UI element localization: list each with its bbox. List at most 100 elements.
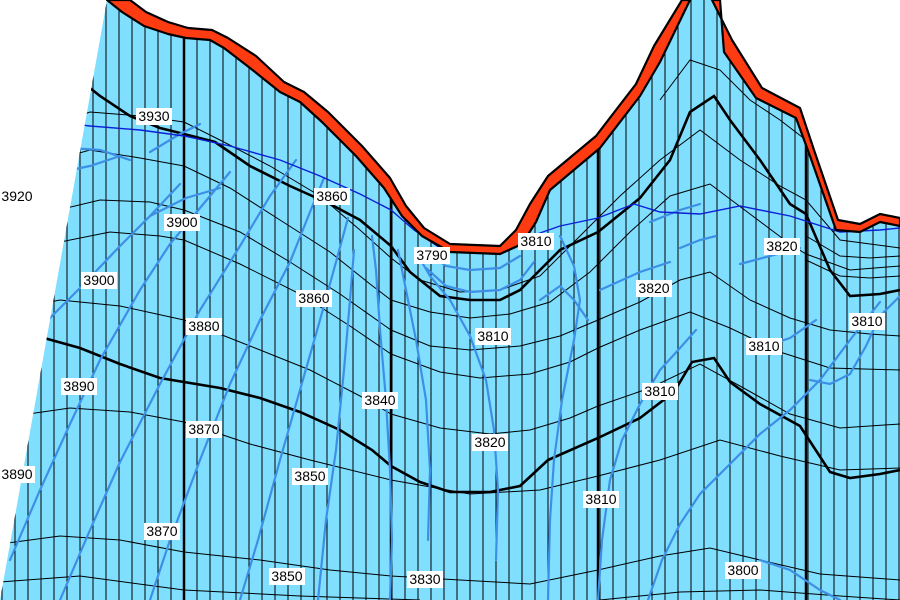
contour-label-box	[472, 434, 508, 451]
contour-label-text: 3810	[585, 491, 616, 507]
contour-label: 3820	[472, 434, 508, 451]
contour-label: 3870	[144, 523, 180, 540]
contour-label: 3890	[61, 378, 97, 395]
flow-line	[646, 300, 882, 600]
contour-label-box	[583, 491, 619, 508]
contour-label: 3860	[296, 290, 332, 307]
contour-label-text: 3850	[271, 568, 302, 584]
contour-label-text: 3810	[477, 328, 508, 344]
contour-line	[0, 199, 900, 351]
contour-label-text: 3900	[166, 214, 197, 230]
flow-line	[414, 250, 500, 562]
flow-line	[598, 260, 672, 292]
contour-label-box	[746, 338, 782, 355]
flow-line	[238, 216, 350, 600]
contour-line	[0, 535, 900, 585]
contour-label-text: 3820	[766, 238, 797, 254]
contour-label: 3810	[746, 338, 782, 355]
contour-label: 3900	[164, 214, 200, 231]
flow-line	[424, 260, 536, 294]
flow-line	[758, 558, 842, 600]
contour-label-text: 3810	[748, 338, 779, 354]
contour-label-text: 3870	[188, 421, 219, 437]
ground-surface-band	[710, 0, 900, 234]
contour-label: 3830	[407, 571, 443, 588]
contour-label-box	[642, 383, 678, 400]
contour-label: 3860	[314, 188, 350, 205]
contour-label: 3870	[186, 421, 222, 438]
contour-label: 3880	[186, 318, 222, 335]
contour-label: 3810	[518, 233, 554, 250]
contour-label-text: 3810	[851, 313, 882, 329]
contour-label-box	[296, 290, 332, 307]
contour-label-text: 3830	[409, 571, 440, 587]
contour-label-box	[764, 238, 800, 255]
ground-surface-band	[105, 0, 692, 256]
contour-label: 3820	[764, 238, 800, 255]
contour-line	[805, 235, 900, 259]
contour-label-box	[0, 466, 35, 483]
contour-label-text: 3810	[520, 233, 551, 249]
index-contour-line	[0, 336, 900, 494]
contour-label: 3810	[583, 491, 619, 508]
contour-line	[805, 259, 900, 279]
contour-label: 3850	[269, 568, 305, 585]
flow-lines	[0, 122, 900, 600]
contour-label-text: 3920	[1, 188, 32, 204]
contour-label: 3800	[725, 562, 761, 579]
contour-label-text: 3880	[188, 318, 219, 334]
contour-label-box	[475, 328, 511, 345]
contour-label-text: 3820	[474, 434, 505, 450]
contour-label-box	[81, 272, 117, 289]
flow-line	[678, 234, 718, 250]
flow-line	[58, 158, 298, 600]
contour-label-text: 3890	[1, 466, 32, 482]
contour-label-box	[414, 247, 450, 264]
contour-label-text: 3840	[364, 392, 395, 408]
contour-label-box	[725, 562, 761, 579]
contour-line	[659, 59, 807, 141]
contour-label-text: 3790	[416, 247, 447, 263]
contour-label-text: 3930	[138, 108, 169, 124]
contour-label-box	[314, 188, 350, 205]
contour-line	[0, 575, 421, 600]
flow-line	[316, 248, 356, 600]
contour-label-text: 3860	[298, 290, 329, 306]
flow-line	[148, 186, 222, 218]
flow-line	[648, 202, 702, 224]
contour-label: 3810	[849, 313, 885, 330]
contour-labels: 3930 3920 3900 3900 3860 3860 3880 3890 3870 3890…	[0, 108, 885, 588]
contour-label-text: 3850	[294, 468, 325, 484]
contour-label-box	[0, 188, 35, 205]
contour-label-box	[136, 108, 172, 125]
contour-label-box	[407, 571, 443, 588]
contour-label-box	[518, 233, 554, 250]
contour-label: 3920	[0, 188, 35, 205]
contour-label-box	[269, 568, 305, 585]
contour-label-box	[292, 468, 328, 485]
contour-label-box	[144, 523, 180, 540]
contour-label-text: 3890	[63, 378, 94, 394]
contour-label-box	[61, 378, 97, 395]
flow-line	[148, 122, 202, 154]
flow-line	[546, 234, 582, 600]
contour-label: 3810	[475, 328, 511, 345]
contour-label-text: 3810	[644, 383, 675, 399]
contour-label-text: 3870	[146, 523, 177, 539]
contour-label-text: 3800	[727, 562, 758, 578]
contour-label-text: 3820	[638, 280, 669, 296]
contour-line	[0, 407, 900, 495]
contour-label: 3790	[414, 247, 450, 264]
contour-label-box	[164, 214, 200, 231]
flow-line	[538, 284, 590, 322]
contour-label-box	[362, 392, 398, 409]
contour-line	[0, 231, 900, 379]
contour-label-box	[636, 280, 672, 297]
contour-label: 3930	[136, 108, 172, 125]
contour-label: 3810	[642, 383, 678, 400]
flow-line	[396, 248, 432, 542]
contour-label: 3840	[362, 392, 398, 409]
flow-line	[596, 328, 698, 600]
contour-label-text: 3900	[83, 272, 114, 288]
